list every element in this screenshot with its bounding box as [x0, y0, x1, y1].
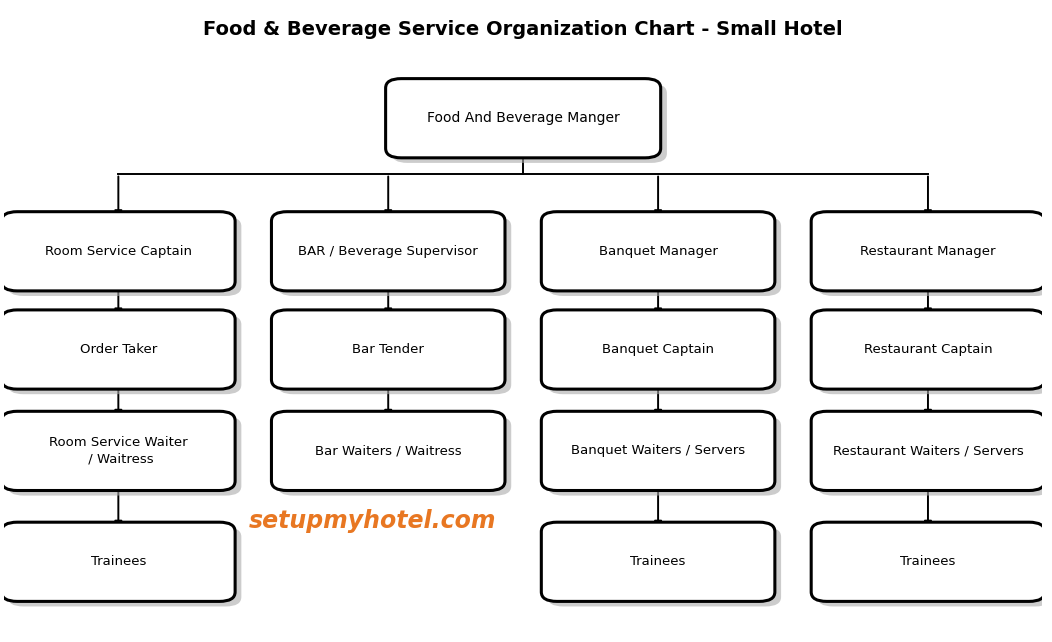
Text: Room Service Waiter
 / Waitress: Room Service Waiter / Waitress	[49, 436, 187, 466]
FancyBboxPatch shape	[547, 527, 781, 607]
FancyBboxPatch shape	[547, 217, 781, 296]
Text: BAR / Beverage Supervisor: BAR / Beverage Supervisor	[299, 245, 478, 258]
FancyBboxPatch shape	[1, 212, 235, 291]
Text: Restaurant Captain: Restaurant Captain	[864, 343, 992, 356]
Text: Banquet Manager: Banquet Manager	[599, 245, 717, 258]
Text: Order Taker: Order Taker	[80, 343, 157, 356]
Text: Room Service Captain: Room Service Captain	[45, 245, 191, 258]
Text: Banquet Captain: Banquet Captain	[602, 343, 714, 356]
FancyBboxPatch shape	[7, 217, 241, 296]
Text: Banquet Waiters / Servers: Banquet Waiters / Servers	[571, 444, 745, 457]
Text: Food And Beverage Manger: Food And Beverage Manger	[427, 111, 620, 125]
FancyBboxPatch shape	[7, 527, 241, 607]
FancyBboxPatch shape	[542, 212, 775, 291]
Text: setupmyhotel.com: setupmyhotel.com	[249, 508, 497, 533]
FancyBboxPatch shape	[811, 412, 1045, 490]
FancyBboxPatch shape	[542, 522, 775, 602]
FancyBboxPatch shape	[542, 310, 775, 389]
FancyBboxPatch shape	[271, 212, 505, 291]
FancyBboxPatch shape	[7, 417, 241, 496]
FancyBboxPatch shape	[811, 212, 1045, 291]
FancyBboxPatch shape	[1, 522, 235, 602]
FancyBboxPatch shape	[271, 412, 505, 490]
FancyBboxPatch shape	[542, 412, 775, 490]
FancyBboxPatch shape	[817, 417, 1051, 496]
Text: Bar Waiters / Waitress: Bar Waiters / Waitress	[315, 444, 462, 457]
FancyBboxPatch shape	[278, 315, 511, 394]
FancyBboxPatch shape	[811, 522, 1045, 602]
FancyBboxPatch shape	[386, 78, 661, 158]
FancyBboxPatch shape	[1, 412, 235, 490]
FancyBboxPatch shape	[547, 417, 781, 496]
FancyBboxPatch shape	[271, 310, 505, 389]
Text: Trainees: Trainees	[90, 555, 146, 568]
FancyBboxPatch shape	[278, 217, 511, 296]
Text: Food & Beverage Service Organization Chart - Small Hotel: Food & Beverage Service Organization Cha…	[203, 20, 843, 39]
FancyBboxPatch shape	[391, 83, 667, 163]
FancyBboxPatch shape	[817, 217, 1051, 296]
FancyBboxPatch shape	[547, 315, 781, 394]
FancyBboxPatch shape	[1, 310, 235, 389]
Text: Bar Tender: Bar Tender	[352, 343, 424, 356]
Text: Trainees: Trainees	[630, 555, 686, 568]
FancyBboxPatch shape	[7, 315, 241, 394]
FancyBboxPatch shape	[817, 315, 1051, 394]
Text: Trainees: Trainees	[901, 555, 955, 568]
FancyBboxPatch shape	[278, 417, 511, 496]
Text: Restaurant Waiters / Servers: Restaurant Waiters / Servers	[832, 444, 1024, 457]
FancyBboxPatch shape	[817, 527, 1051, 607]
Text: Restaurant Manager: Restaurant Manager	[861, 245, 995, 258]
FancyBboxPatch shape	[811, 310, 1045, 389]
